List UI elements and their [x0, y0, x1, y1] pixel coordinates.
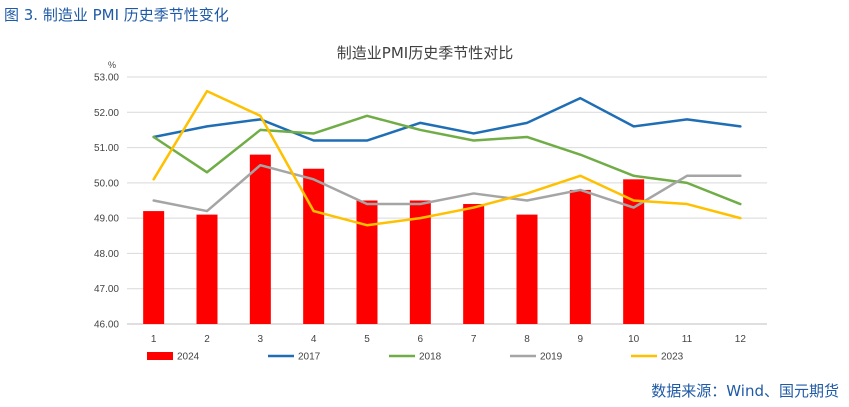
- y-tick-label: 53.00: [94, 73, 119, 84]
- x-tick-label: 2: [204, 334, 210, 345]
- y-tick-label: 47.00: [94, 284, 119, 295]
- chart-title: 制造业PMI历史季节性对比: [337, 44, 513, 62]
- bar-2024: [249, 154, 271, 324]
- x-tick-label: 11: [682, 334, 693, 345]
- line-2023: [152, 89, 742, 227]
- series-lines: [152, 89, 742, 227]
- x-tick-label: 4: [311, 334, 317, 345]
- y-tick-label: 50.00: [94, 178, 119, 189]
- line-2018: [152, 114, 742, 206]
- y-tick-label: 48.00: [94, 249, 119, 260]
- source-note: 数据来源：Wind、国元期货: [651, 382, 839, 400]
- y-unit-label: %: [108, 60, 116, 70]
- bar-2024: [409, 200, 431, 324]
- x-tick-label: 1: [151, 334, 157, 345]
- y-tick-label: 49.00: [94, 214, 119, 225]
- x-axis-ticks: 1 2 3 4 5 6 7 8 9 10 11 12: [151, 334, 746, 345]
- y-tick-label: 52.00: [94, 108, 119, 119]
- x-tick-label: 9: [578, 334, 584, 345]
- bar-2024: [356, 200, 378, 324]
- bar-2024: [569, 189, 591, 324]
- bar-2024: [303, 168, 325, 324]
- x-tick-label: 7: [471, 334, 477, 345]
- bars-2024: [143, 154, 645, 324]
- x-tick-label: 5: [364, 334, 370, 345]
- x-tick-label: 3: [258, 334, 264, 345]
- legend-label-2023: 2023: [661, 352, 684, 363]
- legend-label-2018: 2018: [419, 352, 442, 363]
- line-2019: [152, 163, 742, 213]
- bar-2024: [623, 179, 645, 324]
- y-tick-label: 46.00: [94, 320, 119, 331]
- x-tick-label: 8: [524, 334, 530, 345]
- bar-2024: [463, 204, 485, 324]
- grid-lines: [127, 76, 767, 325]
- bar-2024: [143, 211, 165, 324]
- bar-2024: [516, 214, 538, 324]
- line-2017: [152, 96, 742, 142]
- x-tick-label: 10: [628, 334, 640, 345]
- x-tick-label: 6: [418, 334, 424, 345]
- x-tick-label: 12: [735, 334, 747, 345]
- legend-label-2017: 2017: [298, 352, 321, 363]
- bar-2024: [196, 214, 218, 324]
- y-axis-ticks: 46.00 47.00 48.00 49.00 50.00 51.00 52.00 53.00: [94, 73, 119, 331]
- y-tick-label: 51.00: [94, 143, 119, 154]
- legend-swatch-2024: [147, 352, 173, 360]
- legend: 2024 2017 2018 2019 2023: [147, 352, 684, 363]
- legend-label-2024: 2024: [177, 352, 200, 363]
- legend-label-2019: 2019: [540, 352, 563, 363]
- figure-caption: 图 3. 制造业 PMI 历史季节性变化: [4, 6, 229, 24]
